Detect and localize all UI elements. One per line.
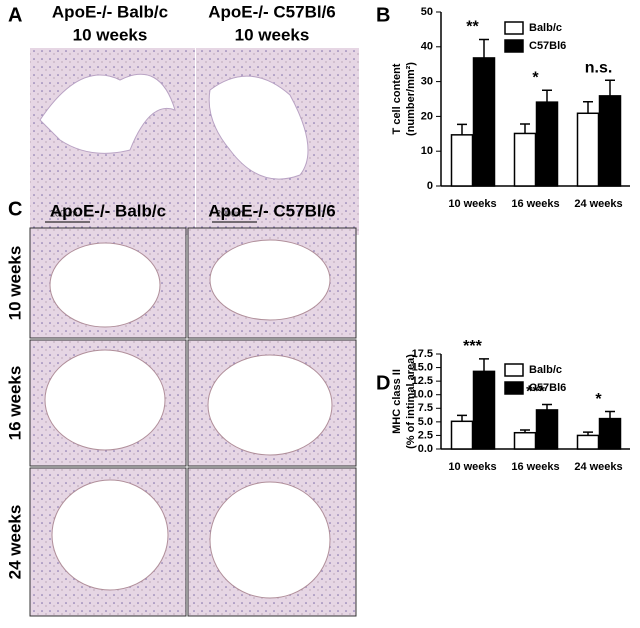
bar xyxy=(513,132,537,187)
image-header: 10 weeks xyxy=(235,25,310,44)
y-tick-label: 12.5 xyxy=(412,375,433,387)
y-tick-label: 0.0 xyxy=(418,443,433,455)
image-header: ApoE-/- C57Bl/6 xyxy=(208,2,336,21)
y-tick-label: 10.0 xyxy=(412,389,433,401)
bar xyxy=(576,112,600,187)
error-bar xyxy=(479,38,489,58)
micrograph-grid xyxy=(29,227,357,617)
error-bar xyxy=(605,410,615,419)
panel-label: D xyxy=(376,372,390,394)
y-tick-label: 50 xyxy=(421,6,433,18)
y-tick-label: 17.5 xyxy=(412,348,433,360)
bar xyxy=(598,95,622,187)
error-bar xyxy=(542,89,552,103)
bar xyxy=(450,134,474,187)
y-tick-label: 5.0 xyxy=(418,416,433,428)
image-header: ApoE-/- Balb/c xyxy=(52,2,168,21)
legend-swatch xyxy=(504,39,524,53)
y-axis-label: (% of intimal area) xyxy=(405,354,417,449)
legend-label: C57Bl6 xyxy=(529,382,566,394)
y-tick-label: 20 xyxy=(421,110,433,122)
bar xyxy=(535,101,559,187)
scale-bar-label: 200um xyxy=(50,208,78,218)
row-label: 24 weeks xyxy=(5,505,24,580)
y-tick-label: 10 xyxy=(421,145,433,157)
bar xyxy=(513,431,537,450)
legend-label: C57Bl6 xyxy=(529,40,566,52)
x-tick-label: 16 weeks xyxy=(511,461,559,473)
row-label: 16 weeks xyxy=(5,366,24,441)
error-bar xyxy=(542,403,552,410)
scale-bar-label: 200um xyxy=(216,208,244,218)
error-bar xyxy=(520,123,530,134)
image-header: ApoE-/- C57Bl/6 xyxy=(208,201,336,220)
error-bar xyxy=(479,358,489,372)
legend-swatch xyxy=(504,381,524,395)
error-bar xyxy=(457,123,467,135)
x-tick-label: 10 weeks xyxy=(448,198,496,210)
image-header: 10 weeks xyxy=(73,25,148,44)
y-tick-label: 0 xyxy=(427,180,433,192)
significance-label: * xyxy=(532,70,539,87)
bar xyxy=(598,417,622,450)
y-axis-label: MHC class II xyxy=(391,369,403,434)
y-tick-label: 7.5 xyxy=(418,402,433,414)
panel-label: A xyxy=(8,4,22,26)
bar xyxy=(535,409,559,450)
legend-swatch xyxy=(504,21,524,35)
legend-swatch xyxy=(504,363,524,377)
significance-label: * xyxy=(595,391,602,408)
bar xyxy=(472,57,496,187)
y-tick-label: 30 xyxy=(421,76,433,88)
row-label: 10 weeks xyxy=(5,246,24,321)
significance-label: n.s. xyxy=(585,59,613,76)
error-bar xyxy=(605,79,615,96)
significance-label: *** xyxy=(526,384,545,401)
x-tick-label: 24 weeks xyxy=(574,461,622,473)
x-tick-label: 10 weeks xyxy=(448,461,496,473)
x-tick-label: 16 weeks xyxy=(511,198,559,210)
y-tick-label: 2.5 xyxy=(418,429,433,441)
error-bar xyxy=(520,429,530,433)
panel-label: C xyxy=(8,198,22,220)
legend-label: Balb/c xyxy=(529,364,562,376)
bar xyxy=(450,420,474,450)
micrograph xyxy=(30,48,359,235)
x-tick-label: 24 weeks xyxy=(574,198,622,210)
y-axis-label: T cell content xyxy=(391,63,403,134)
panel-label: B xyxy=(376,4,390,26)
bar xyxy=(576,434,600,450)
y-tick-label: 15.0 xyxy=(412,361,433,373)
image-header: ApoE-/- Balb/c xyxy=(50,201,166,220)
error-bar xyxy=(583,431,593,436)
error-bar xyxy=(457,414,467,422)
error-bar xyxy=(583,101,593,114)
y-axis-label: (number/mm²) xyxy=(405,62,417,136)
significance-label: ** xyxy=(466,19,479,36)
legend-label: Balb/c xyxy=(529,22,562,34)
significance-label: *** xyxy=(463,338,482,355)
y-tick-label: 40 xyxy=(421,41,433,53)
bar xyxy=(472,370,496,450)
